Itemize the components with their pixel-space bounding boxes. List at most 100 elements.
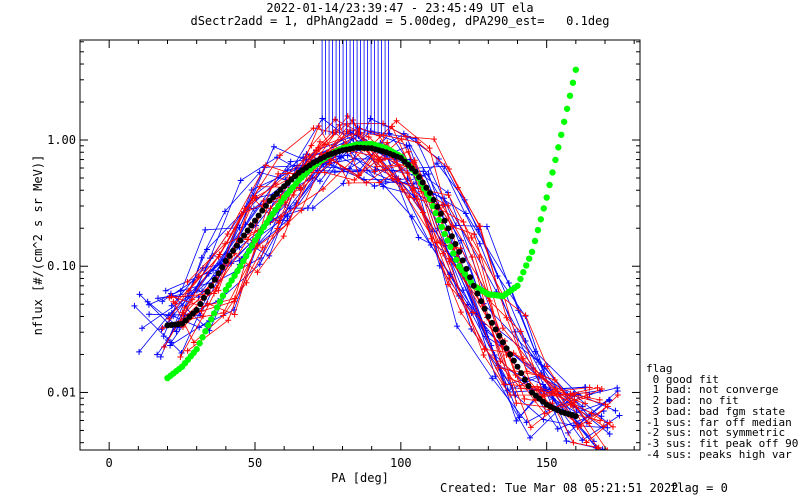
flux-point — [180, 311, 187, 318]
fit-dot — [517, 275, 524, 283]
flux-point — [376, 179, 383, 186]
flux-point — [344, 128, 351, 135]
flux-point — [586, 420, 593, 427]
flag-legend: flag 0 good fit 1 bad: not converge 2 ba… — [646, 363, 798, 460]
flux-point — [445, 192, 452, 199]
flux-point — [409, 213, 416, 220]
fit-dot — [488, 319, 495, 326]
flux-point — [571, 397, 578, 404]
flux-point — [216, 251, 223, 258]
flux-point — [231, 311, 238, 318]
flux-point — [476, 240, 483, 247]
flux-point — [256, 261, 263, 268]
fit-dot — [459, 257, 466, 264]
flux-point — [340, 180, 347, 187]
flux-point — [355, 172, 362, 179]
flux-point — [594, 445, 601, 450]
fit-dot — [521, 376, 528, 383]
fit-dot — [230, 247, 237, 254]
flux-point — [172, 300, 179, 307]
flux-point — [499, 325, 506, 332]
flux-point — [521, 395, 528, 402]
flux-point — [402, 133, 409, 140]
fit-dot — [228, 277, 235, 284]
plot-frame — [79, 39, 641, 451]
fit-dot — [193, 307, 200, 314]
flux-point — [270, 143, 277, 150]
flux-point — [507, 391, 514, 398]
flux-point — [616, 412, 623, 419]
fit-dot — [222, 258, 229, 265]
flux-trace — [182, 128, 599, 449]
fit-dot — [434, 203, 441, 210]
flag-legend-item: 3 bad: bad fgm state — [646, 404, 786, 418]
x-tick-label: 0 — [106, 456, 113, 470]
chart-title: 2022-01-14/23:39:47 - 23:45:49 UT ela — [266, 1, 534, 15]
axes: 0 50 100 150 0.01 0.10 1.00 PA [deg] nflux [#/(c… — [31, 39, 641, 485]
flux-point — [427, 241, 434, 248]
fit-dot — [262, 202, 269, 209]
flux-point — [477, 223, 484, 230]
flux-point — [184, 279, 191, 286]
flux-point — [154, 295, 161, 302]
flux-point — [406, 142, 413, 149]
fit-dot — [485, 313, 492, 320]
flux-point — [317, 138, 324, 145]
fit-dot — [546, 181, 553, 189]
flux-point — [598, 413, 605, 420]
fit-dot — [558, 131, 565, 138]
fit-dot — [277, 186, 284, 193]
flux-point — [446, 258, 453, 265]
flux-point — [431, 136, 438, 143]
flux-point — [574, 424, 581, 431]
flux-point — [306, 153, 313, 160]
flux-point — [131, 302, 138, 309]
flux-point — [606, 396, 613, 403]
x-tick-label: 100 — [390, 456, 412, 470]
fit-dot — [193, 346, 200, 353]
flux-point — [225, 317, 232, 324]
flux-point — [161, 344, 168, 351]
flux-point — [315, 122, 322, 129]
fit-dot — [528, 248, 536, 256]
flux-point — [582, 389, 589, 396]
fit-dot — [531, 237, 539, 245]
flux-point — [160, 333, 167, 340]
flux-point — [326, 160, 333, 167]
flux-point — [405, 148, 412, 155]
flag-legend-item: 1 bad: not converge — [646, 383, 779, 397]
fit-dot — [470, 282, 477, 289]
fit-dot — [226, 252, 233, 259]
fit-dot — [463, 265, 470, 272]
flux-point — [598, 386, 605, 393]
y-tick-label: 0.01 — [47, 385, 76, 399]
fit-dot — [213, 304, 221, 311]
flux-point — [441, 195, 448, 202]
fit-dot — [456, 248, 463, 255]
flux-point — [259, 244, 266, 251]
fit-dot — [441, 217, 448, 224]
fit-dot — [234, 267, 241, 275]
flux-point — [554, 425, 561, 432]
flux-point — [136, 291, 143, 298]
fit-dot — [447, 243, 454, 251]
flux-point — [395, 176, 402, 183]
flux-point — [185, 287, 192, 294]
flux-point — [330, 129, 337, 136]
flux-point — [371, 168, 378, 175]
flux-point — [237, 177, 244, 184]
fit-dot — [481, 305, 488, 312]
flux-point — [297, 186, 304, 193]
flux-point — [468, 234, 475, 241]
fit-dot — [233, 242, 240, 249]
fit-dot — [514, 363, 521, 370]
y-tick-label: 0.10 — [47, 259, 76, 273]
y-tick-label: 1.00 — [47, 133, 76, 147]
flux-point — [606, 430, 613, 437]
fit-dot — [444, 237, 451, 244]
flux-point — [481, 346, 488, 353]
fit-dot — [445, 225, 452, 232]
flag-legend-item: -2 sus: not symmetric — [646, 426, 786, 440]
flux-point — [513, 400, 520, 407]
fit-dot — [416, 174, 423, 181]
